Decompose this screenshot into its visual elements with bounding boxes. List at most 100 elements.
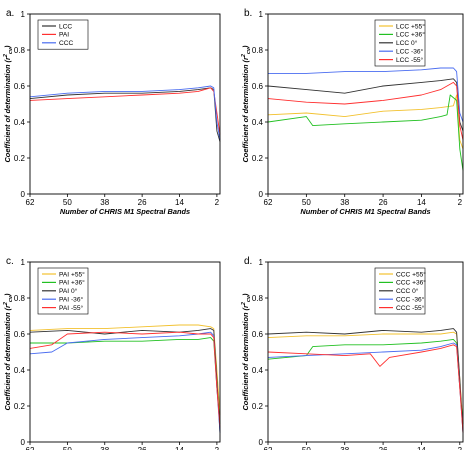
panel-label: d.: [244, 256, 252, 267]
legend-label: LCC +36°: [396, 31, 425, 39]
series-line-5: [267, 344, 464, 434]
x-tick-label: 14: [175, 446, 184, 450]
legend-label: PAI +36°: [59, 279, 85, 287]
legend-label: PAI -36°: [59, 296, 84, 304]
series-line-1: [29, 87, 221, 142]
legend: LCC +55°LCC +36°LCC 0°LCC -36°LCC -55°: [374, 19, 426, 67]
x-tick-label: 50: [63, 198, 72, 207]
y-axis-label: Coefficient of determination (r2cv): [3, 293, 14, 411]
y-tick-label: 0.6: [252, 82, 264, 91]
x-axis-label: Number of CHRIS M1 Spectral Bands: [300, 207, 430, 216]
chart-panel-1: a. Coefficient of determination (r2cv) Num…: [3, 8, 221, 216]
y-axis-label-sup: 2: [3, 302, 9, 306]
x-tick-label: 62: [264, 198, 273, 207]
y-axis-label-sub: cv: [8, 47, 14, 54]
y-axis-label-main: Coefficient of determination (r: [3, 304, 12, 411]
x-tick-label: 26: [138, 198, 147, 207]
x-tick-label: 62: [26, 198, 35, 207]
x-tick-label: 2: [215, 198, 220, 207]
legend-label: LCC +55°: [396, 22, 425, 30]
legend-label: PAI -55°: [59, 304, 84, 312]
y-tick-label: 0.2: [14, 402, 26, 411]
legend-label: LCC -55°: [396, 56, 424, 64]
legend-label: LCC: [59, 23, 72, 30]
legend-label: LCC -36°: [396, 48, 424, 56]
y-tick-label: 0.4: [252, 366, 264, 375]
x-tick-label: 50: [302, 446, 311, 450]
legend: CCC +55°CCC +36°CCC 0°CCC -36°CCC -55°: [374, 267, 426, 315]
y-tick-label: 1: [259, 258, 264, 267]
y-axis-label-sup: 2: [241, 302, 247, 306]
y-tick-label: 1: [259, 10, 264, 19]
panel-label: a.: [6, 8, 14, 19]
y-tick-label: 0.6: [14, 330, 26, 339]
chart-panel-4: d.Coefficient of determination (r2cv)Num…: [241, 256, 464, 450]
x-tick-label: 62: [264, 446, 273, 450]
x-tick-label: 26: [379, 446, 388, 450]
legend-label: PAI: [59, 32, 69, 39]
x-tick-label: 2: [215, 446, 220, 450]
y-tick-label: 1: [21, 258, 26, 267]
x-tick-label: 14: [417, 198, 426, 207]
y-tick-label: 0.6: [14, 82, 26, 91]
y-axis-label-end: ): [241, 45, 250, 49]
y-tick-label: 0.2: [14, 154, 26, 163]
panel-label: c.: [6, 256, 14, 267]
x-tick-label: 38: [340, 446, 349, 450]
y-axis-label-end: ): [3, 45, 12, 49]
y-tick-label: 0.8: [14, 46, 26, 55]
y-tick-label: 0.8: [252, 294, 264, 303]
x-tick-label: 50: [63, 446, 72, 450]
y-axis-label: Coefficient of determination (r2cv): [3, 45, 14, 163]
y-axis-label-end: ): [3, 293, 12, 297]
series-line-1: [267, 94, 464, 150]
x-tick-label: 26: [379, 198, 388, 207]
y-tick-label: 0: [21, 190, 26, 199]
series-line-5: [29, 331, 221, 428]
y-axis-label-sup: 2: [3, 54, 9, 58]
y-tick-label: 0.4: [14, 118, 26, 127]
y-tick-label: 0.2: [252, 154, 264, 163]
legend: PAI +55°PAI +36°PAI 0°PAI -36°PAI -55°: [37, 267, 89, 315]
series-line-2: [267, 94, 464, 171]
y-tick-label: 0: [259, 438, 264, 447]
x-axis-label: Number of CHRIS M1 Spectral Bands: [60, 207, 190, 216]
y-tick-label: 0.6: [252, 330, 264, 339]
legend-label: PAI 0°: [59, 287, 78, 295]
x-tick-label: 38: [100, 198, 109, 207]
y-tick-label: 0.8: [252, 46, 264, 55]
x-tick-label: 50: [302, 198, 311, 207]
legend-label: PAI +55°: [59, 270, 85, 278]
y-axis-label-sub: cv: [246, 47, 252, 54]
x-tick-label: 38: [100, 446, 109, 450]
legend-label: CCC: [59, 40, 74, 47]
y-tick-label: 0.4: [252, 118, 264, 127]
series-line-4: [268, 67, 464, 123]
plot-frame: [267, 13, 464, 195]
x-tick-label: 62: [26, 446, 35, 450]
x-tick-label: 2: [458, 198, 463, 207]
plot-frame: [29, 261, 221, 443]
y-axis-label-sup: 2: [241, 54, 247, 58]
y-tick-label: 0.2: [252, 402, 264, 411]
y-axis-label-end: ): [241, 293, 250, 297]
series-line-5: [267, 81, 464, 141]
y-tick-label: 0.8: [14, 294, 26, 303]
y-axis-label: Coefficient of determination (r2cv): [241, 45, 252, 163]
y-axis-label-main: Coefficient of determination (r: [241, 304, 250, 411]
y-tick-label: 1: [21, 10, 26, 19]
x-tick-label: 2: [458, 446, 463, 450]
legend-label: CCC -55°: [396, 304, 425, 312]
x-tick-label: 14: [175, 198, 184, 207]
legend-label: LCC 0°: [396, 39, 418, 47]
legend-label: CCC +36°: [396, 279, 426, 287]
chart-panel-2: b.Coefficient of determination (r2cv)Num…: [241, 8, 464, 216]
y-axis-label: Coefficient of determination (r2cv): [241, 293, 252, 411]
plot-frame: [29, 13, 221, 195]
y-tick-label: 0.4: [14, 366, 26, 375]
plot-frame: [267, 261, 464, 443]
series-line-3: [29, 85, 221, 141]
chart-panel-3: c.Coefficient of determination (r2cv)Num…: [3, 256, 221, 450]
